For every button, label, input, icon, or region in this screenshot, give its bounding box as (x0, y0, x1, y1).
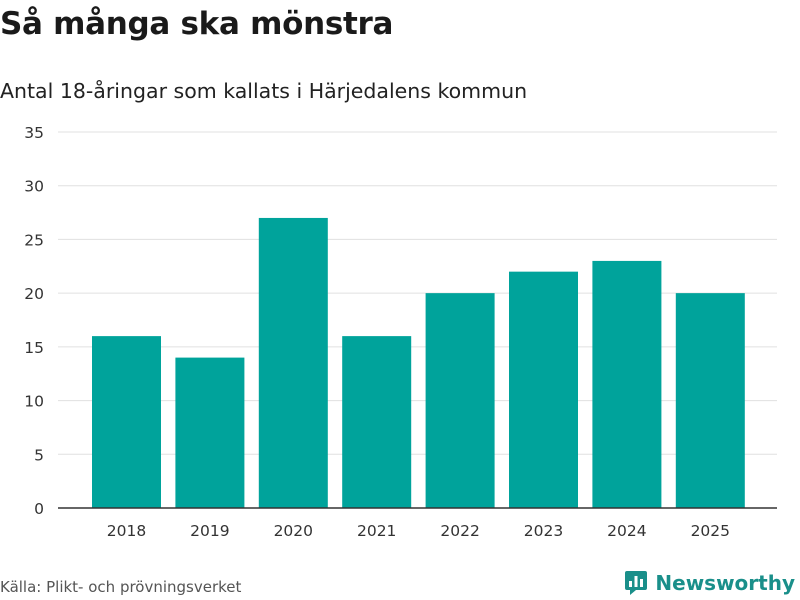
bar-2021 (342, 336, 412, 508)
bar-2022 (425, 293, 495, 508)
y-tick-label: 30 (24, 178, 44, 196)
bar-2019 (175, 357, 245, 508)
gridlines (58, 131, 777, 455)
x-tick-label: 2019 (190, 522, 229, 540)
y-tick-label: 35 (24, 124, 44, 142)
y-tick-label: 25 (24, 231, 44, 249)
y-axis-tick-labels: 0 5 10 15 20 25 30 35 (24, 124, 44, 518)
x-tick-label: 2021 (357, 522, 396, 540)
y-tick-label: 20 (24, 285, 44, 303)
x-tick-label: 2025 (691, 522, 730, 540)
chart-title: Så många ska mönstra (0, 6, 394, 42)
bar-chart-icon (625, 571, 648, 595)
bar-2020 (258, 217, 328, 508)
x-axis-tick-labels: 2018 2019 2020 2021 2022 2023 2024 2025 (107, 522, 730, 540)
x-tick-label: 2020 (274, 522, 313, 540)
bar-2025 (675, 293, 745, 508)
x-tick-label: 2024 (607, 522, 646, 540)
bar-2018 (92, 336, 161, 508)
y-tick-label: 5 (34, 446, 44, 464)
x-tick-label: 2018 (107, 522, 146, 540)
x-tick-label: 2023 (524, 522, 563, 540)
y-tick-label: 15 (24, 339, 44, 357)
y-tick-label: 0 (34, 500, 44, 518)
x-tick-label: 2022 (440, 522, 479, 540)
brand-name: Newsworthy (655, 571, 795, 595)
brand-logo[interactable]: Newsworthy (624, 570, 795, 596)
y-tick-label: 10 (24, 393, 44, 411)
bar-2024 (592, 260, 662, 508)
source-note: Källa: Plikt- och prövningsverket (0, 578, 242, 596)
bar-2023 (509, 271, 578, 508)
bars (92, 217, 745, 508)
chart-subtitle: Antal 18-åringar som kallats i Härjedale… (0, 79, 528, 103)
